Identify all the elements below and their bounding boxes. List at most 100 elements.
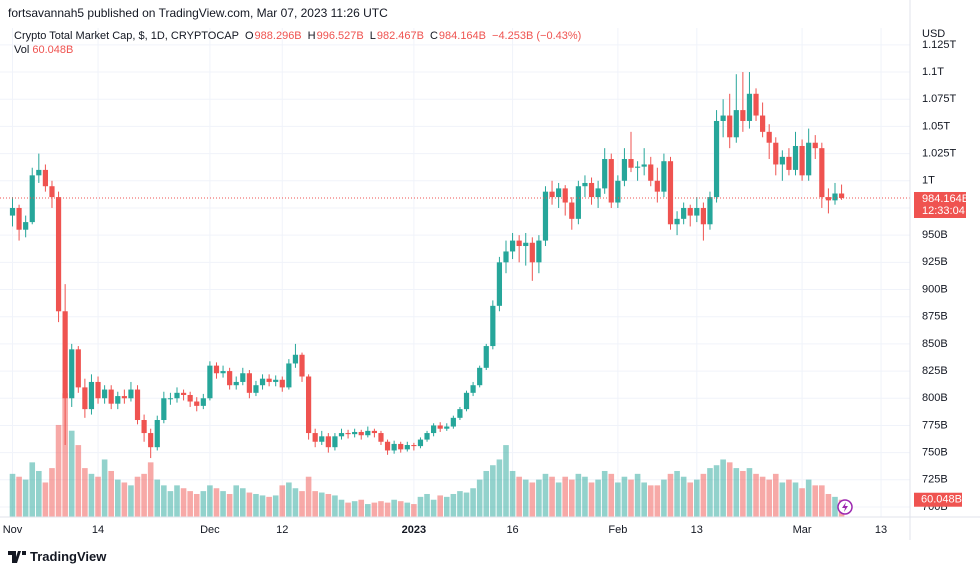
- candle-body: [253, 385, 259, 393]
- candle-body: [806, 142, 812, 176]
- volume-bar: [36, 470, 42, 517]
- volume-bar: [286, 482, 292, 517]
- volume-label: Vol: [14, 44, 30, 56]
- y-tick-label: 1.05T: [922, 120, 950, 132]
- candle-body: [437, 425, 443, 429]
- volume-bar: [22, 479, 29, 517]
- candle-body: [707, 197, 713, 225]
- volume-bar: [476, 479, 483, 517]
- candle-body: [694, 207, 700, 216]
- candle-body: [509, 240, 516, 252]
- volume-bar: [200, 491, 207, 517]
- volume-bar: [713, 465, 720, 517]
- candle-body: [16, 207, 22, 230]
- candle-body: [391, 443, 397, 451]
- candle-body: [69, 349, 75, 399]
- volume-bar: [568, 479, 575, 517]
- volume-bar: [509, 470, 516, 517]
- volume-bar: [483, 470, 490, 517]
- volume-bar: [114, 479, 121, 517]
- ohlc-value: 996.527B: [316, 30, 364, 42]
- candle-body: [299, 354, 305, 377]
- candle-body: [819, 148, 825, 198]
- candle-body: [345, 433, 351, 435]
- volume-bar: [588, 482, 595, 517]
- candle-body: [542, 191, 549, 241]
- candle-body: [700, 207, 706, 225]
- candle-body: [187, 394, 193, 402]
- volume-bar: [674, 470, 680, 517]
- candle-body: [384, 441, 391, 451]
- volume-bar: [812, 485, 819, 517]
- candle-body: [266, 378, 272, 382]
- volume-bar: [680, 476, 687, 517]
- candle-body: [240, 373, 246, 382]
- candle-body: [273, 379, 279, 382]
- volume-bar: [68, 430, 75, 517]
- volume-bar: [193, 493, 200, 517]
- candle-body: [42, 169, 49, 187]
- volume-bar: [207, 485, 213, 517]
- candle-body: [457, 409, 463, 418]
- candle-body: [371, 430, 377, 434]
- candle-body: [75, 349, 81, 388]
- volume-bar: [272, 495, 279, 517]
- volume-bar: [233, 485, 240, 517]
- candle-body: [378, 433, 384, 442]
- volume-bar: [772, 473, 779, 517]
- candle-body: [128, 389, 134, 399]
- candle-body: [588, 182, 595, 198]
- volume-bar: [128, 485, 134, 517]
- y-tick-label: 1.1T: [922, 66, 944, 78]
- candle-body: [227, 371, 233, 386]
- candle-body: [358, 431, 364, 436]
- x-tick-label: 13: [691, 524, 703, 536]
- candle-body: [825, 197, 832, 201]
- candle-body: [95, 381, 101, 399]
- volume-bar: [759, 476, 766, 517]
- candle-body: [207, 365, 213, 399]
- volume-bar: [457, 491, 463, 517]
- volume-bar: [549, 476, 555, 517]
- volume-bar: [358, 499, 365, 517]
- volume-bar: [279, 485, 286, 517]
- candle-body: [108, 389, 114, 404]
- candle-body: [431, 425, 437, 434]
- volume-bar: [88, 473, 95, 517]
- volume-bar: [16, 476, 22, 517]
- ohlc-value: 982.467B: [376, 30, 424, 42]
- ohlc-value: 988.296B: [254, 30, 302, 42]
- volume-bar: [345, 502, 351, 517]
- candle-body: [55, 197, 62, 312]
- candle-body: [82, 387, 88, 410]
- volume-bar: [154, 479, 161, 517]
- volume-bar: [746, 468, 753, 517]
- candle-body: [523, 242, 529, 247]
- candle-body: [174, 392, 180, 399]
- candle-body: [621, 159, 628, 181]
- brand[interactable]: TradingView: [8, 549, 106, 564]
- ohlc-label: O: [244, 30, 254, 42]
- candle-body: [332, 436, 338, 448]
- volume-bar: [641, 482, 647, 517]
- volume-bar: [147, 462, 154, 517]
- volume-bar: [805, 479, 812, 517]
- candle-body: [615, 180, 621, 203]
- candle-body: [450, 417, 456, 427]
- candle-body: [516, 240, 522, 247]
- volume-bar: [529, 482, 536, 517]
- volume-tag: [914, 492, 962, 507]
- volume-legend: Vol 60.048B: [14, 44, 73, 56]
- candle-body: [832, 193, 838, 201]
- volume-bar: [292, 488, 299, 517]
- volume-bar: [595, 479, 601, 517]
- candle-body: [713, 120, 720, 198]
- x-tick-label: 16: [506, 524, 518, 536]
- volume-bar: [536, 479, 542, 517]
- volume-bar: [180, 488, 187, 517]
- chart-title: Crypto Total Market Cap, $, 1D, CRYPTOCA…: [14, 30, 239, 42]
- countdown: 12:33:04: [922, 205, 965, 217]
- y-tick-label: 800B: [922, 392, 948, 404]
- candle-body: [23, 222, 29, 230]
- candle-body: [602, 159, 608, 189]
